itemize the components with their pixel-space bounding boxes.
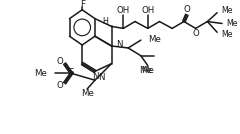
Text: OH: OH — [117, 6, 130, 15]
Text: Me: Me — [148, 35, 161, 44]
Text: N: N — [98, 73, 104, 82]
Text: Me: Me — [226, 19, 237, 28]
Text: N: N — [116, 40, 123, 49]
Text: F: F — [80, 0, 85, 9]
Text: H: H — [103, 17, 109, 26]
Text: Me: Me — [139, 66, 152, 75]
Text: Me: Me — [221, 30, 233, 39]
Text: Me: Me — [221, 6, 233, 15]
Text: O: O — [56, 57, 63, 66]
Text: Me: Me — [141, 66, 154, 75]
Text: N: N — [92, 72, 98, 81]
Text: O: O — [192, 29, 199, 38]
Text: S: S — [69, 68, 74, 77]
Text: Me: Me — [34, 69, 47, 78]
Text: OH: OH — [141, 6, 154, 15]
Text: O: O — [56, 81, 63, 90]
Text: O: O — [183, 5, 190, 14]
Text: Me: Me — [81, 89, 94, 98]
